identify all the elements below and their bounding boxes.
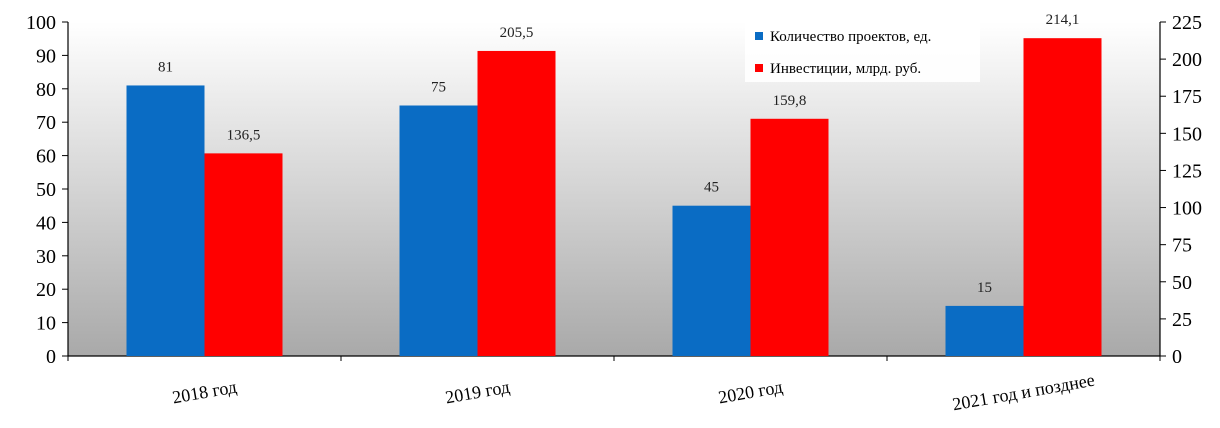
y-right-tick-label: 125: [1172, 160, 1202, 182]
data-label-series-2: 205,5: [500, 25, 534, 41]
y-right-tick-label: 200: [1172, 49, 1202, 71]
bar-series-2: [1023, 38, 1102, 356]
y-right-tick-label: 0: [1172, 346, 1182, 368]
bar-series-1: [945, 305, 1024, 356]
y-right-tick-label: 25: [1172, 309, 1192, 331]
y-left-tick-label: 50: [36, 179, 56, 201]
y-left-tick-label: 20: [36, 279, 56, 301]
y-left-tick-label: 10: [36, 313, 56, 335]
y-left-tick-label: 40: [36, 212, 56, 234]
data-label-series-1: 45: [704, 180, 719, 196]
data-label-series-1: 81: [158, 59, 173, 75]
bar-series-1: [126, 85, 205, 357]
category-label: 2021 год и позднее: [951, 370, 1096, 415]
category-label: 2019 год: [444, 377, 512, 408]
y-left-tick-label: 100: [26, 12, 56, 34]
legend-background: [745, 20, 980, 82]
bar-series-2: [750, 118, 829, 357]
y-right-tick-label: 150: [1172, 123, 1202, 145]
bar-series-1: [399, 105, 478, 356]
y-left-tick-label: 60: [36, 146, 56, 168]
legend-entry-label: Инвестиции, млрд. руб.: [770, 61, 921, 77]
legend-swatch: [755, 32, 763, 40]
y-right-tick-label: 225: [1172, 12, 1202, 34]
y-right-tick-label: 50: [1172, 272, 1192, 294]
category-label: 2018 год: [171, 377, 239, 408]
y-left-tick-label: 90: [36, 45, 56, 67]
y-right-tick-label: 175: [1172, 86, 1202, 108]
legend-entry-label: Количество проектов, ед.: [770, 29, 931, 45]
bar-series-1: [672, 205, 751, 356]
bar-series-2: [204, 153, 283, 356]
y-right-tick-label: 100: [1172, 198, 1202, 220]
bar-series-2: [477, 50, 556, 357]
data-label-series-2: 159,8: [773, 93, 807, 109]
legend: Количество проектов, ед. Инвестиции, млрд…: [745, 20, 980, 82]
y-right-tick-label: 75: [1172, 235, 1192, 257]
data-label-series-2: 136,5: [227, 127, 261, 143]
y-left-tick-label: 80: [36, 79, 56, 101]
data-label-series-1: 75: [431, 80, 446, 96]
category-label: 2020 год: [717, 377, 785, 408]
y-left-tick-label: 70: [36, 112, 56, 134]
data-label-series-2: 214,1: [1046, 12, 1080, 28]
legend-swatch: [755, 64, 763, 72]
y-left-tick-label: 0: [46, 346, 56, 368]
y-left-tick-label: 30: [36, 246, 56, 268]
data-label-series-1: 15: [977, 280, 992, 296]
